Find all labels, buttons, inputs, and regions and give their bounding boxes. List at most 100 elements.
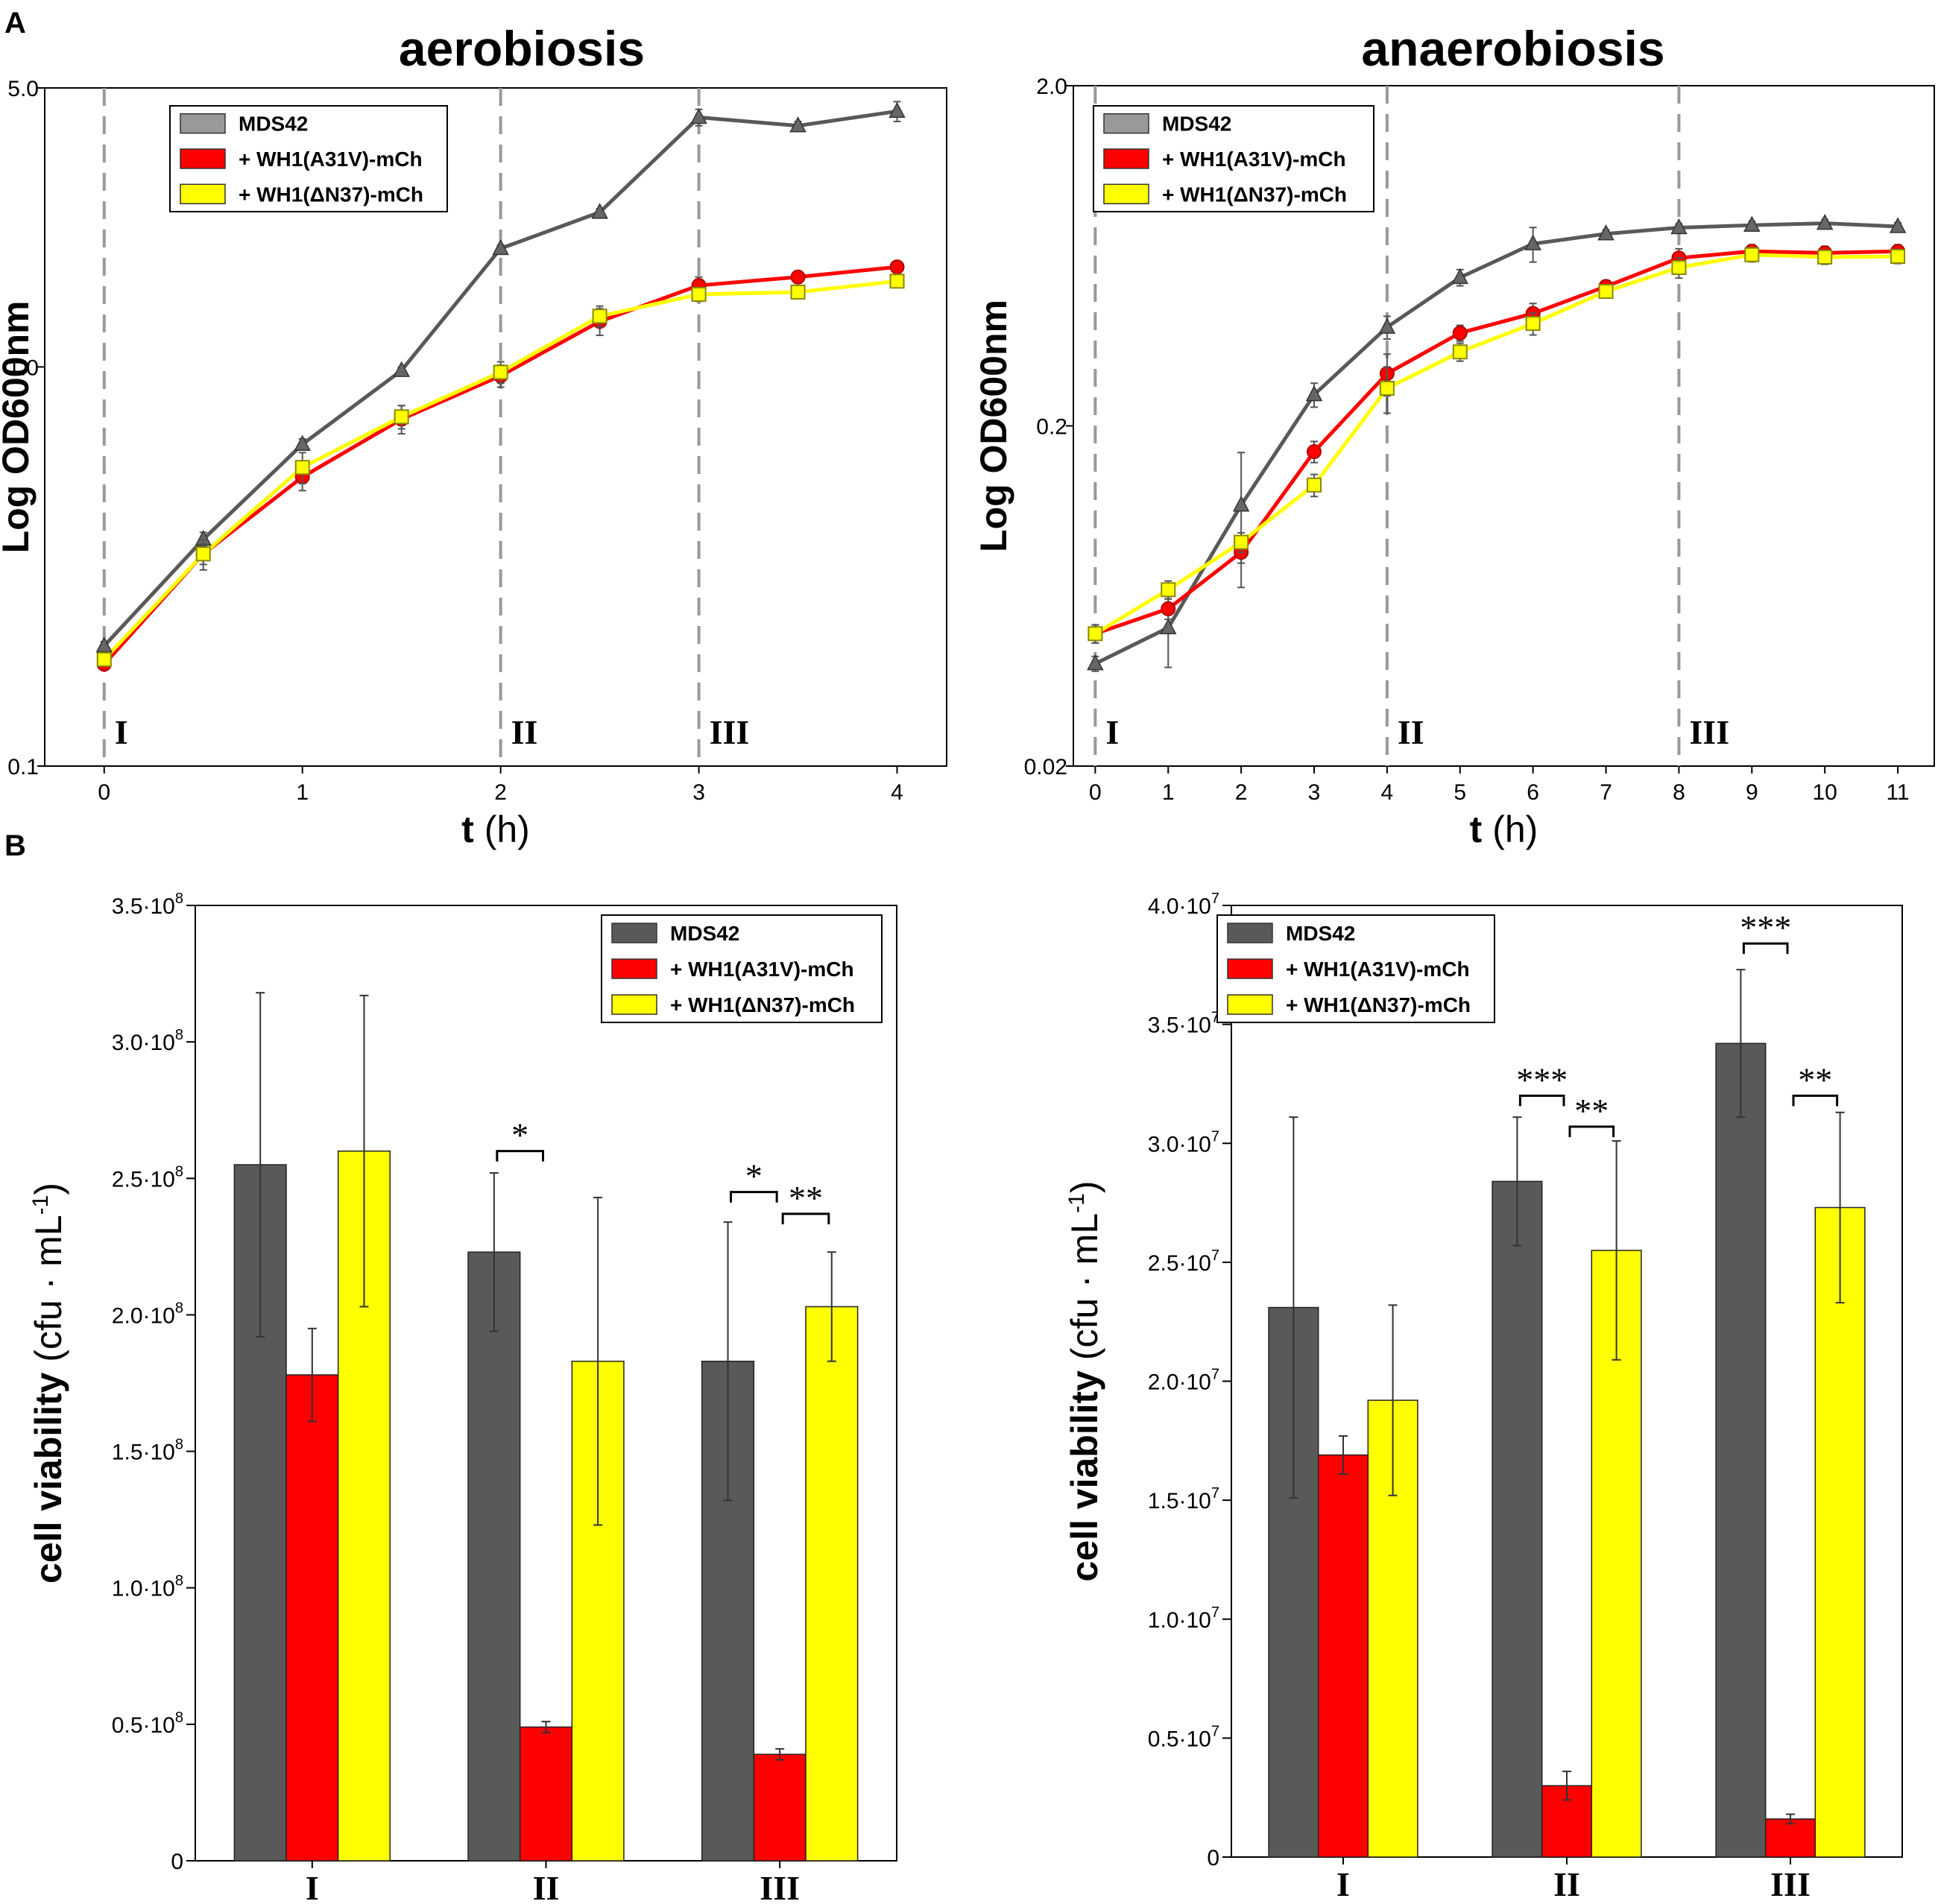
tick-mantissa: 0.5·10 xyxy=(112,1713,175,1738)
y-tick-label: 1.5·108 xyxy=(112,1437,183,1465)
tick-mantissa: 2.0·10 xyxy=(112,1303,175,1328)
y-tick-label: 0.5·108 xyxy=(112,1710,183,1738)
data-point-mds42 xyxy=(1670,218,1688,235)
data-point-dn37 xyxy=(195,546,211,562)
data-point-dn37 xyxy=(294,460,310,475)
data-point-mds42 xyxy=(294,434,311,451)
tick-exponent: 8 xyxy=(175,891,183,907)
x-tick-label: 7 xyxy=(1600,780,1612,805)
data-point-a31v xyxy=(1452,325,1468,341)
data-point-dn37 xyxy=(790,284,806,300)
legend-swatch-mds42 xyxy=(1103,113,1149,134)
legend-label-dn37: + WH1(ΔN37)-mCh xyxy=(239,183,423,206)
tick-mantissa: 0.5·10 xyxy=(1148,1727,1211,1751)
panel-label-b: B xyxy=(4,829,26,862)
tick-exponent: 7 xyxy=(1211,1128,1219,1145)
y-tick-label: 3.5·107 xyxy=(1148,1010,1219,1038)
tick-mantissa: 1.0·10 xyxy=(1148,1608,1211,1633)
data-point-dn37 xyxy=(1671,260,1687,276)
ylabel-superscript: -1 xyxy=(1064,1193,1089,1213)
anaerobiosis-growth-title: anaerobiosis xyxy=(1361,21,1664,76)
legend-swatch-dn37 xyxy=(1227,994,1273,1015)
legend-label-mds42: MDS42 xyxy=(1286,922,1355,945)
significance-label: ** xyxy=(789,1179,823,1217)
y-tick-label: 1.5·107 xyxy=(1148,1485,1219,1514)
tick-exponent: 7 xyxy=(1211,891,1219,907)
y-tick-label: 0 xyxy=(171,1850,183,1874)
aerobiosis-growth-title: aerobiosis xyxy=(399,21,645,76)
anaerobiosis-viability-chart: 00.5·1071.0·1071.5·1072.0·1072.5·1073.0·… xyxy=(1064,891,1903,1903)
y-tick-label: 5.0 xyxy=(7,77,39,101)
legend-swatch-dn37 xyxy=(611,994,657,1015)
ylabel-bold: cell viability xyxy=(1064,1360,1105,1581)
data-point-mds42 xyxy=(1232,496,1250,512)
legend-swatch-a31v xyxy=(1103,148,1149,169)
tick-exponent: 7 xyxy=(1211,1723,1219,1739)
data-point-mds42 xyxy=(393,361,410,377)
tick-exponent: 8 xyxy=(175,1027,183,1043)
significance-label: ** xyxy=(1798,1060,1832,1098)
phase-label-I: I xyxy=(115,713,128,751)
category-label-II: II xyxy=(533,1869,560,1904)
significance-label: * xyxy=(511,1116,528,1154)
legend-swatch-dn37 xyxy=(180,183,226,205)
category-label-III: III xyxy=(760,1869,800,1904)
y-tick-label: 0.5·107 xyxy=(1148,1723,1219,1751)
legend-label-mds42: MDS42 xyxy=(1162,113,1231,136)
ylabel-unit: (cfu · mL xyxy=(1064,1213,1105,1360)
data-point-dn37 xyxy=(1525,316,1541,332)
tick-mantissa: 2.0·10 xyxy=(1148,1370,1211,1395)
bar-mds42-III xyxy=(1715,1043,1767,1858)
tick-exponent: 7 xyxy=(1211,1604,1219,1621)
y-tick-label: 0 xyxy=(1207,1846,1219,1870)
data-point-dn37 xyxy=(1307,477,1322,493)
bar-dn37-III xyxy=(1814,1206,1866,1858)
data-point-dn37 xyxy=(1817,249,1833,265)
y-tick-label: 1.0 xyxy=(7,355,39,380)
data-point-mds42 xyxy=(1816,214,1834,230)
data-point-a31v xyxy=(790,269,806,285)
y-tick-label: 3.5·108 xyxy=(112,891,183,919)
data-point-dn37 xyxy=(1379,381,1395,396)
bar-mds42-II xyxy=(467,1251,521,1862)
data-point-mds42 xyxy=(95,636,113,653)
data-point-dn37 xyxy=(691,286,707,302)
legend-label-a31v: + WH1(A31V)-mCh xyxy=(239,148,423,171)
tick-exponent: 8 xyxy=(175,1710,183,1726)
legend-label-a31v: + WH1(A31V)-mCh xyxy=(1162,148,1346,171)
tick-mantissa: 3.5·10 xyxy=(1148,1013,1211,1038)
y-tick-label: 2.0 xyxy=(1036,75,1067,99)
data-point-mds42 xyxy=(1743,215,1761,232)
category-label-I: I xyxy=(306,1869,319,1904)
bar-a31v-II xyxy=(519,1726,573,1862)
data-point-mds42 xyxy=(1305,385,1323,402)
y-tick-label: 2.0·107 xyxy=(1148,1367,1219,1395)
legend-label-mds42: MDS42 xyxy=(670,922,739,945)
ylabel-unit: (cfu · mL xyxy=(28,1215,69,1361)
phase-label-III: III xyxy=(1689,713,1729,751)
aerobiosis-growth-xlabel: t (h) xyxy=(461,809,530,850)
x-tick-label: 8 xyxy=(1673,780,1685,805)
legend-label-mds42: MDS42 xyxy=(239,113,308,136)
series-line-a31v xyxy=(1094,249,1898,636)
data-point-mds42 xyxy=(1889,217,1907,233)
xlabel-bold: t xyxy=(461,809,474,850)
anaerobiosis-viability-ylabel: cell viability (cfu · mL-1) xyxy=(1064,1181,1105,1582)
tick-exponent: 8 xyxy=(175,1300,183,1316)
y-tick-label: 2.0·108 xyxy=(112,1300,183,1328)
ylabel-bold: cell viability xyxy=(28,1362,69,1584)
legend-swatch-a31v xyxy=(180,148,226,169)
bar-dn37-III xyxy=(805,1306,859,1862)
tick-mantissa: 0 xyxy=(1207,1846,1219,1870)
significance-bracket xyxy=(781,1212,830,1224)
data-point-a31v xyxy=(1161,601,1176,616)
tick-exponent: 7 xyxy=(1211,1247,1219,1264)
phase-label-II: II xyxy=(1398,713,1424,751)
ylabel-close: ) xyxy=(28,1183,69,1195)
xlabel-unit: (h) xyxy=(474,809,530,850)
legend-swatch-mds42 xyxy=(180,113,226,134)
tick-mantissa: 2.5·10 xyxy=(112,1167,175,1192)
phase-label-III: III xyxy=(710,713,750,751)
x-tick-label: 3 xyxy=(1308,780,1321,805)
